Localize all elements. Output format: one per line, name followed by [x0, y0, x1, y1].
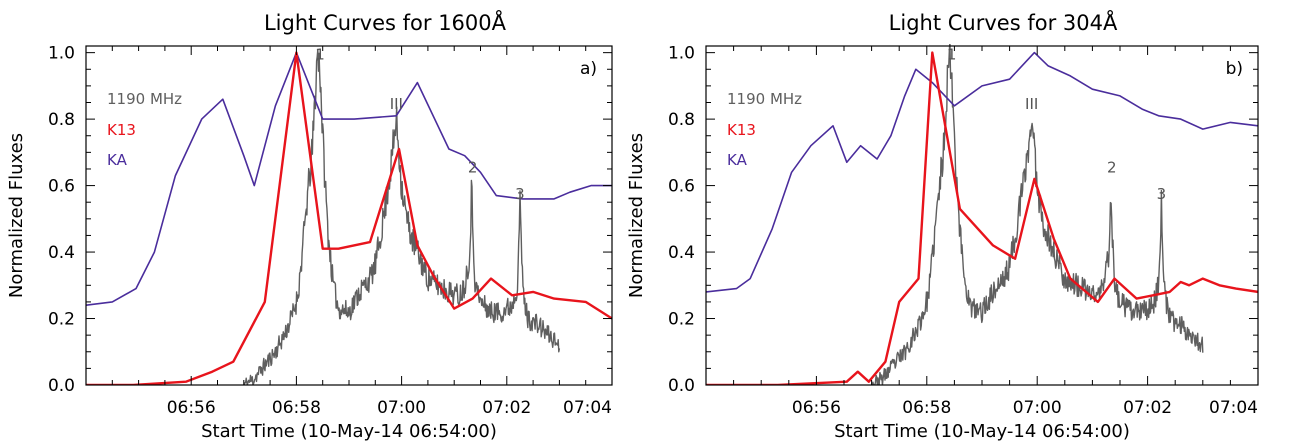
x-tick-label: 07:02 — [1123, 398, 1172, 418]
series-line-ka — [706, 51, 1258, 293]
peak-annotation: 2 — [1107, 158, 1117, 176]
legend-entry-k13: K13 — [727, 121, 756, 139]
y-tick-label: 0.8 — [48, 110, 75, 130]
legend-entry-k13: K13 — [107, 121, 136, 139]
series-line-k13 — [706, 51, 1258, 385]
chart-title: Light Curves for 304Å — [889, 9, 1118, 35]
series-line-1190-mhz — [243, 48, 561, 385]
y-tick-label: 0.4 — [668, 243, 695, 263]
y-tick-label: 0.8 — [668, 110, 695, 130]
peak-annotation: III — [1025, 95, 1038, 113]
y-tick-label: 0.2 — [48, 310, 75, 330]
y-tick-label: 0.2 — [668, 310, 695, 330]
panel-label: b) — [1226, 59, 1243, 79]
y-tick-label: 0.6 — [668, 177, 695, 197]
peak-annotation: 1 — [315, 45, 325, 63]
legend-entry-ka: KA — [107, 151, 128, 169]
plot-area — [86, 48, 612, 385]
legend-entry-1190-mhz: 1190 MHz — [107, 90, 182, 108]
series-line-k13 — [86, 51, 612, 385]
legend-entry-ka: KA — [727, 151, 748, 169]
y-tick-label: 0.0 — [48, 376, 75, 396]
x-tick-label: 06:58 — [902, 398, 951, 418]
peak-annotation: 2 — [468, 158, 478, 176]
peak-annotation: 1 — [947, 45, 957, 63]
x-tick-label: 06:56 — [167, 398, 216, 418]
x-axis-label: Start Time (10-May-14 06:54:00) — [201, 421, 497, 442]
x-tick-label: 07:00 — [377, 398, 426, 418]
x-tick-label: 07:02 — [482, 398, 531, 418]
series-line-1190-mhz — [871, 44, 1204, 385]
x-axis-label: Start Time (10-May-14 06:54:00) — [834, 421, 1130, 442]
y-axis-label: Normalized Fluxes — [6, 133, 27, 298]
y-tick-label: 0.0 — [668, 376, 695, 396]
legend-entry-1190-mhz: 1190 MHz — [727, 90, 802, 108]
chart-title: Light Curves for 1600Å — [264, 9, 507, 35]
chart-panel-b: Light Curves for 304Å Normalized Fluxes St… — [626, 9, 1259, 442]
y-tick-label: 0.6 — [48, 177, 75, 197]
peak-annotation: 3 — [515, 185, 525, 203]
peak-annotation: 3 — [1157, 185, 1167, 203]
series-line-ka — [86, 51, 612, 306]
peak-annotation: III — [390, 95, 403, 113]
chart-panel-a: Light Curves for 1600Å Normalized Fluxes S… — [6, 9, 613, 442]
y-axis-label: Normalized Fluxes — [626, 133, 647, 298]
plot-area — [706, 44, 1258, 385]
y-tick-label: 1.0 — [48, 44, 75, 64]
x-tick-label: 07:04 — [1209, 398, 1258, 418]
y-tick-label: 1.0 — [668, 44, 695, 64]
x-tick-label: 07:00 — [1013, 398, 1062, 418]
panel-label: a) — [580, 59, 597, 79]
x-tick-label: 07:04 — [563, 398, 612, 418]
x-tick-label: 06:58 — [272, 398, 321, 418]
y-tick-label: 0.4 — [48, 243, 75, 263]
x-tick-label: 06:56 — [792, 398, 841, 418]
